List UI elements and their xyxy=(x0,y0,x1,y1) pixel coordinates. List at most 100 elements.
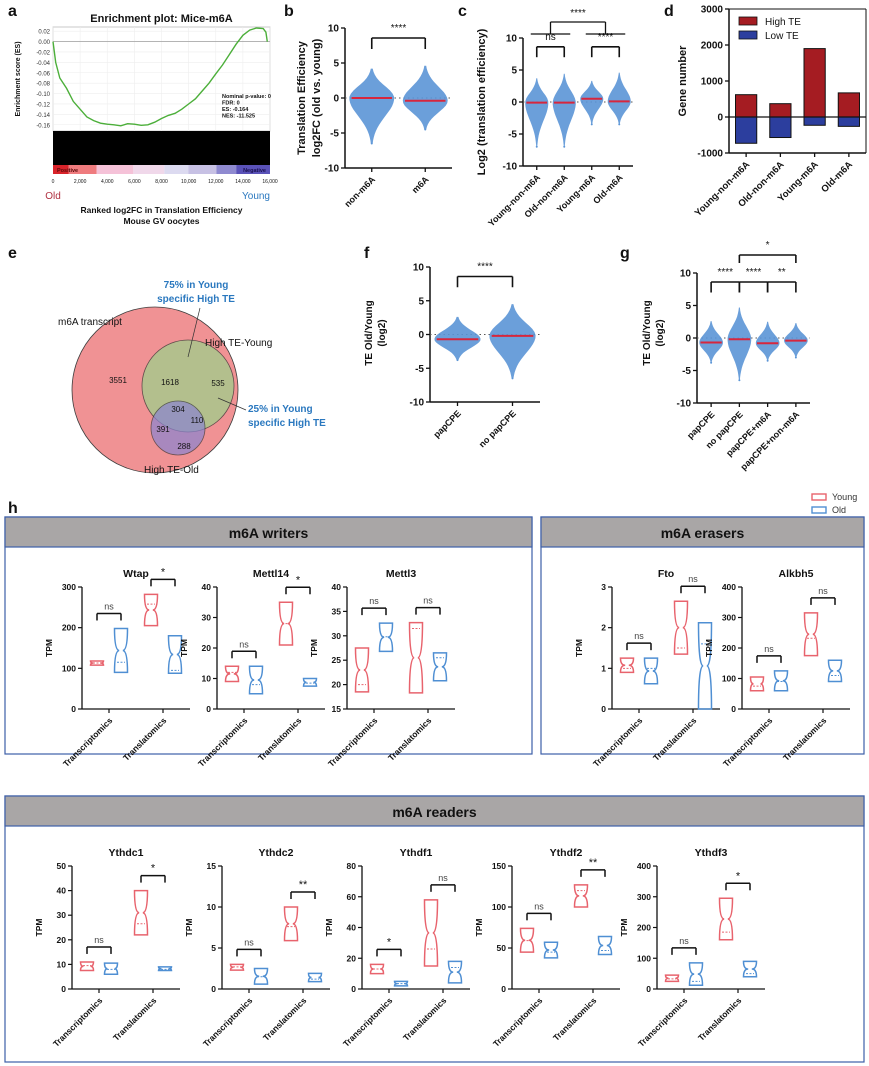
dot-cloud-papCPE+m6A xyxy=(755,321,780,361)
gsea-stat: Nominal p-value: 0 xyxy=(222,94,271,100)
violin-young-translatomics xyxy=(408,621,424,694)
x-tick-label: papCPE xyxy=(431,408,462,439)
venn-annotation: specific High TE xyxy=(248,418,326,429)
significance-label: * xyxy=(736,870,741,882)
x-tick-label: Old-m6A xyxy=(819,159,855,195)
rank-color-segment xyxy=(68,165,97,174)
y-tick-label: 25 xyxy=(332,655,342,665)
legend-swatch-old xyxy=(811,506,827,514)
significance-label: ** xyxy=(778,267,786,278)
y-tick-label: 5 xyxy=(211,943,216,953)
enrichment-line xyxy=(52,27,268,127)
group-box xyxy=(4,516,533,755)
y-tick-label: 0 xyxy=(333,94,339,105)
y-tick-label: 0 xyxy=(351,984,356,994)
rank-color-segment xyxy=(53,165,69,174)
y-tick-label: 80 xyxy=(347,861,357,871)
violin-young-translatomics xyxy=(423,899,439,967)
venn-set-label: High TE-Young xyxy=(205,338,272,349)
y-tick-label: 30 xyxy=(57,910,67,920)
violin-young-transcriptomics xyxy=(224,665,240,683)
y-tick-label: -0.08 xyxy=(36,82,50,88)
y-tick-label: -5 xyxy=(508,130,517,141)
venn-set-label: High TE-Old xyxy=(144,465,199,476)
y-tick-label: 35 xyxy=(332,606,342,616)
violin-old-translatomics xyxy=(302,677,318,687)
y-tick-label: 1 xyxy=(601,663,606,673)
y-tick-label: -5 xyxy=(415,364,424,375)
y-tick-label: 30 xyxy=(332,631,342,641)
gene-title: Ythdc1 xyxy=(108,847,143,859)
y-tick-label: 50 xyxy=(57,861,67,871)
panel-label-c: c xyxy=(458,3,467,20)
panel-e-venn: m6A transcript High TE-Young High TE-Old 35… xyxy=(58,280,326,476)
y-tick-label: 300 xyxy=(637,892,651,902)
y-tick-label: -10 xyxy=(677,399,692,410)
violin-old-transcriptomics xyxy=(543,941,559,959)
outlier-point xyxy=(424,128,427,131)
panel-c-dotplot: 1050-5-10Young-non-m6AOld-non-m6AYoung-m… xyxy=(476,8,633,228)
dot-cloud-m6A xyxy=(402,65,448,130)
group-title: m6A erasers xyxy=(661,525,745,541)
y-axis-title: (log2) xyxy=(655,319,666,346)
y-tick-label: 10 xyxy=(202,674,212,684)
y-tick-label: 0 xyxy=(418,330,424,341)
significance-label: ns xyxy=(438,873,448,883)
venn-region-count: 110 xyxy=(191,416,204,425)
outlier-point xyxy=(370,142,373,145)
y-tick-label: 5 xyxy=(418,296,424,307)
y-tick-label: 15 xyxy=(332,704,342,714)
annotation-leader xyxy=(187,307,201,358)
outlier-point xyxy=(535,145,538,148)
venn-annotation: 75% in Young xyxy=(164,280,229,291)
significance-label: * xyxy=(296,574,301,586)
y-tick-label: 10 xyxy=(207,902,217,912)
legend-label: Young xyxy=(832,492,857,502)
y-axis-title: TPM xyxy=(184,919,194,937)
significance-label: **** xyxy=(746,267,762,278)
annotation-leader xyxy=(217,397,247,411)
y-axis-title: Log2 (translation efficiency) xyxy=(476,28,488,175)
y-tick-label: 10 xyxy=(506,34,518,45)
bar-high-te-Young-non-m6A xyxy=(735,94,758,118)
y-tick-label: 0 xyxy=(717,113,723,124)
y-tick-label: -10 xyxy=(410,398,425,409)
significance-label: ns xyxy=(688,574,698,584)
y-tick-label: 60 xyxy=(347,892,357,902)
x-tick-label: non-m6A xyxy=(343,174,378,209)
gene-title: Fto xyxy=(658,568,674,580)
venn-annotation: 25% in Young xyxy=(248,404,313,415)
gene-title: Alkbh5 xyxy=(778,568,813,580)
significance-label: ns xyxy=(369,596,379,606)
y-tick-label: 100 xyxy=(637,953,651,963)
y-tick-label: -0.04 xyxy=(36,61,50,67)
significance-label: ns xyxy=(104,601,114,611)
group-header xyxy=(4,795,865,827)
y-axis-title: log2FC (old vs. young) xyxy=(311,38,323,157)
y-tick-label: -0.10 xyxy=(36,92,50,98)
outlier-point xyxy=(738,379,741,382)
bar-low-te-Young-non-m6A xyxy=(735,116,758,144)
y-axis-title: Gene number xyxy=(677,45,689,117)
significance-label: ns xyxy=(423,596,433,606)
significance-label: ns xyxy=(534,901,544,911)
gsea-title: Enrichment plot: Mice-m6A xyxy=(90,13,232,25)
violin-young-translatomics xyxy=(133,889,149,936)
y-axis-title: TPM xyxy=(619,919,629,937)
y-tick-label: 10 xyxy=(57,959,67,969)
x-tick-label: 4,000 xyxy=(101,179,114,185)
significance-label: * xyxy=(161,566,166,578)
outlier-point xyxy=(511,377,514,380)
rank-color-segment xyxy=(236,165,270,174)
violin-young-translatomics xyxy=(803,612,819,657)
y-tick-label: 200 xyxy=(637,923,651,933)
x-tick-label: Old-m6A xyxy=(591,172,625,206)
y-tick-label: 20 xyxy=(332,680,342,690)
outlier-point xyxy=(456,359,459,362)
y-tick-label: 30 xyxy=(202,613,212,623)
x-axis-title: Ranked log2FC in Translation Efficiency xyxy=(80,205,242,215)
y-tick-label: 400 xyxy=(637,861,651,871)
significance-label: **** xyxy=(477,262,493,273)
